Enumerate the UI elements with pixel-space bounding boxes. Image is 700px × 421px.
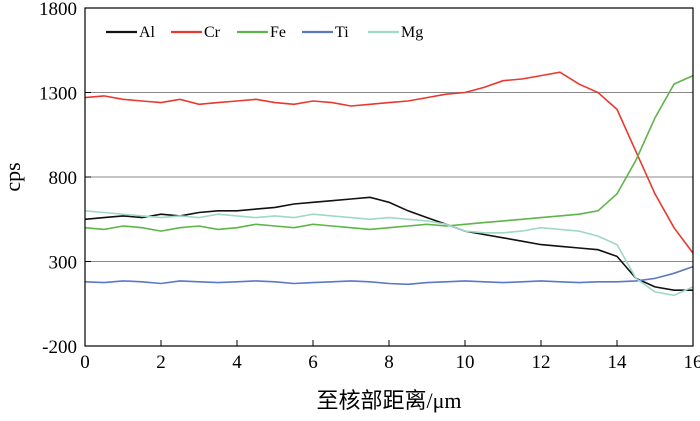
legend-label-mg: Mg (401, 24, 423, 41)
x-tick-label: 2 (156, 352, 166, 373)
grid-lines (85, 93, 693, 262)
series-line-fe (85, 76, 693, 232)
series-line-mg (85, 211, 693, 295)
y-tick-label: 1300 (39, 84, 77, 105)
y-tick-label: 800 (49, 168, 78, 189)
y-axis-label: cps (0, 162, 25, 191)
y-tick-label: -200 (42, 337, 77, 358)
x-axis-ticks: 0 2 4 6 8 10 12 14 16 (80, 340, 700, 373)
series-line-cr (85, 72, 693, 253)
x-tick-label: 0 (80, 352, 90, 373)
x-tick-label: 10 (456, 352, 475, 373)
x-tick-label: 16 (684, 352, 700, 373)
legend-label-ti: Ti (335, 24, 349, 41)
series-line-ti (85, 267, 693, 285)
legend-label-fe: Fe (270, 24, 286, 41)
legend-label-al: Al (139, 24, 156, 41)
y-tick-label: 300 (49, 253, 78, 274)
legend-label-cr: Cr (204, 24, 221, 41)
x-tick-label: 14 (608, 352, 628, 373)
x-tick-label: 6 (308, 352, 318, 373)
legend: Al Cr Fe Ti Mg (106, 24, 423, 41)
x-tick-label: 12 (532, 352, 551, 373)
series-line-al (85, 197, 693, 290)
y-axis-ticks: -200 300 800 1300 1800 (39, 0, 91, 358)
x-tick-label: 8 (384, 352, 394, 373)
y-tick-label: 1800 (39, 0, 77, 20)
x-axis-label: 至核部距离/μm (316, 388, 461, 413)
x-tick-label: 4 (232, 352, 242, 373)
